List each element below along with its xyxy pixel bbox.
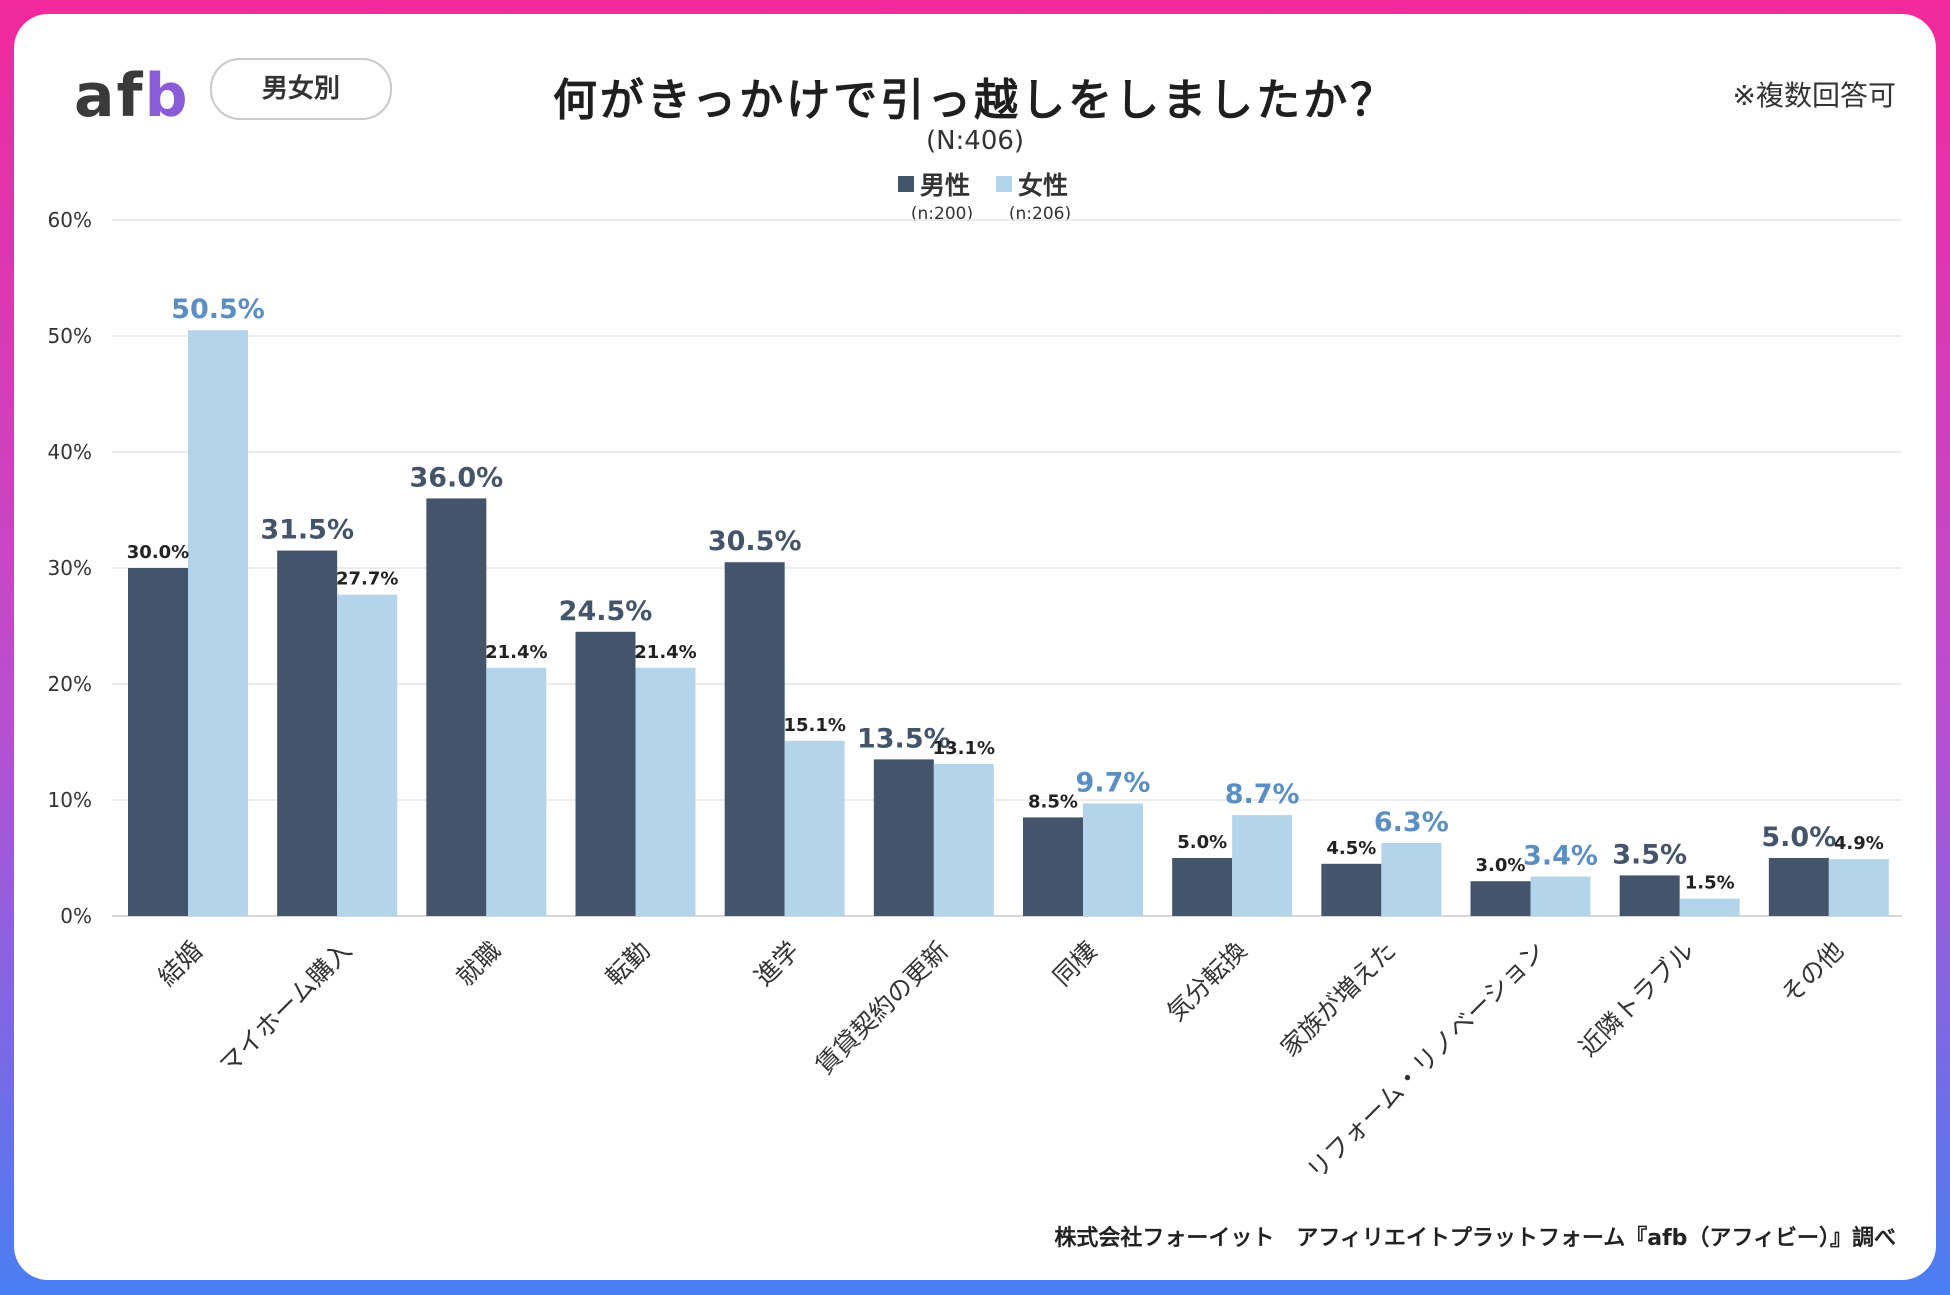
y-tick-label: 0% (60, 904, 92, 928)
bar-male (1619, 875, 1680, 916)
data-label-male: 3.5% (1612, 839, 1687, 870)
x-tick-label: 賃貸契約の更新 (810, 936, 954, 1080)
bar-male (426, 498, 487, 916)
segment-badge: 男女別 (210, 58, 392, 120)
legend-item-male: 男性 (n:200) (898, 166, 1008, 224)
data-label-male: 8.5% (1028, 791, 1078, 812)
bar-male (1321, 863, 1382, 916)
data-label-male: 13.5% (857, 723, 951, 754)
bar-male (1768, 858, 1829, 916)
bar-male (575, 631, 636, 916)
bar-female (635, 667, 696, 916)
data-label-female: 21.4% (485, 642, 547, 663)
y-tick-label: 40% (48, 440, 92, 464)
data-label-male: 3.0% (1476, 855, 1526, 876)
bar-female (784, 740, 845, 916)
legend-swatch-male (898, 176, 914, 192)
chart-title: 何がきっかけで引っ越しをしましたか？ (552, 75, 1398, 126)
legend-n-male: (n:200) (910, 204, 974, 224)
bar-female (1828, 859, 1889, 916)
bar-female (486, 667, 547, 916)
x-tick-label: 家族が増えた (1275, 936, 1402, 1063)
data-label-female: 1.5% (1685, 873, 1735, 894)
data-label-male: 4.5% (1326, 838, 1376, 859)
data-label-male: 36.0% (409, 462, 503, 493)
data-label-female: 50.5% (171, 294, 265, 325)
data-label-male: 30.0% (127, 542, 189, 563)
x-tick-label: マイホーム購入 (214, 936, 358, 1080)
bar-male (873, 759, 934, 916)
afb-logo: afb (74, 61, 190, 131)
x-tick-label: 進学 (749, 936, 805, 992)
data-label-female: 9.7% (1076, 767, 1151, 798)
data-label-female: 8.7% (1225, 779, 1300, 810)
y-tick-label: 10% (48, 788, 92, 812)
bar-male (1172, 858, 1233, 916)
legend-n-female: (n:206) (1008, 204, 1072, 224)
data-label-female: 13.1% (933, 738, 995, 759)
legend-label-female: 女性 (1018, 171, 1069, 200)
x-tick-label: 同棲 (1047, 936, 1103, 992)
x-tick-label: その他 (1776, 936, 1850, 1010)
data-label-male: 24.5% (559, 596, 653, 627)
y-tick-label: 30% (48, 556, 92, 580)
y-tick-label: 60% (48, 208, 92, 232)
bar-male (277, 550, 338, 916)
x-tick-label: 近隣トラブル (1573, 936, 1700, 1063)
bar-female (1381, 842, 1442, 916)
data-label-male: 5.0% (1177, 832, 1227, 853)
data-label-female: 4.9% (1834, 833, 1884, 854)
bar-female (1679, 898, 1740, 916)
source-credit: 株式会社フォーイット アフィリエイトプラットフォーム『afb（アフィビー）』調べ (1054, 1226, 1896, 1251)
data-label-female: 27.7% (336, 569, 398, 590)
legend: 男性 (n:200) 女性 (n:206) (14, 166, 1936, 226)
data-label-male: 5.0% (1761, 822, 1836, 853)
sample-size: (N:406) (925, 126, 1025, 156)
y-tick-label: 50% (48, 324, 92, 348)
x-tick-label: 転勤 (600, 936, 656, 992)
data-label-male: 31.5% (260, 515, 354, 546)
bar-female (1083, 803, 1143, 916)
data-label-male: 30.5% (708, 526, 802, 557)
bar-female (1530, 876, 1591, 916)
bar-male (1023, 817, 1083, 916)
bar-male (128, 568, 188, 916)
bar-female (188, 330, 248, 916)
data-label-female: 3.4% (1523, 841, 1598, 872)
data-label-female: 6.3% (1374, 807, 1449, 838)
x-tick-label: 気分転換 (1161, 936, 1252, 1027)
x-tick-label: 就職 (451, 936, 507, 992)
data-label-female: 15.1% (783, 715, 845, 736)
legend-label-male: 男性 (920, 171, 971, 200)
legend-swatch-female (996, 176, 1012, 192)
x-tick-label: リフォーム・リノベーション (1301, 936, 1550, 1185)
bar-female (337, 594, 398, 916)
bar-male (724, 562, 785, 916)
bar-female (1232, 815, 1293, 916)
multiple-answer-note: ※複数回答可 (1732, 79, 1896, 112)
legend-item-female: 女性 (n:206) (996, 166, 1106, 224)
bar-male (1470, 881, 1531, 916)
data-label-female: 21.4% (634, 642, 696, 663)
bar-female (933, 764, 994, 916)
x-tick-label: 結婚 (152, 936, 208, 992)
y-tick-label: 20% (48, 672, 92, 696)
